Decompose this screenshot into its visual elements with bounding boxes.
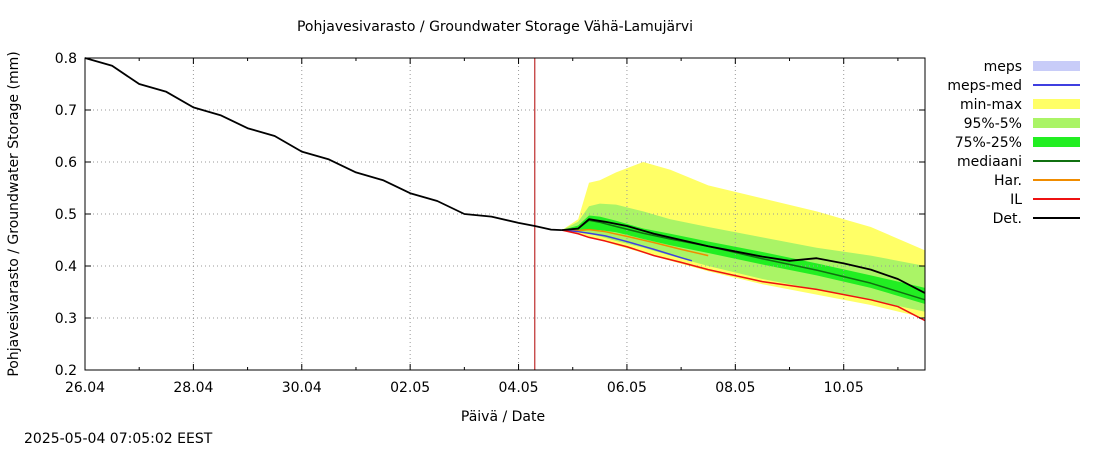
series-lines — [84, 57, 926, 370]
legend-swatch-min-max — [1033, 99, 1080, 109]
y-tick-label: 0.6 — [55, 155, 77, 171]
legend-swatch-95-5 — [1033, 118, 1080, 128]
series-il — [561, 229, 926, 322]
x-tick-label: 08.05 — [715, 380, 755, 396]
x-tick-label: 02.05 — [390, 380, 430, 396]
x-axis-label: Päivä / Date — [461, 409, 545, 425]
series-meps-med — [561, 229, 693, 262]
legend-label-75-25: 75%-25% — [955, 135, 1022, 151]
legend-swatch-75-25 — [1033, 137, 1080, 147]
legend-label-95-5: 95%-5% — [964, 116, 1022, 132]
legend-label-meps: meps — [984, 59, 1022, 75]
chart-title: Pohjavesivarasto / Groundwater Storage V… — [297, 19, 693, 35]
axis-ticks: 0.2 0.3 0.4 0.5 0.6 0.7 0.8 26.04 28.04 30.04 02.0… — [55, 51, 925, 396]
x-tick-label: 26.04 — [65, 380, 105, 396]
band-75-25 — [561, 215, 925, 304]
legend-label-meps-med: meps-med — [947, 78, 1022, 94]
x-tick-label: 10.05 — [824, 380, 864, 396]
series-det — [561, 218, 926, 294]
legend-label-il: IL — [1010, 192, 1022, 208]
x-tick-label: 28.04 — [173, 380, 213, 396]
y-tick-label: 0.8 — [55, 51, 77, 67]
legend-label-mediaani: mediaani — [957, 154, 1022, 170]
y-tick-label: 0.7 — [55, 103, 77, 119]
series-har — [561, 228, 709, 257]
grid-lines — [85, 58, 925, 370]
y-tick-label: 0.4 — [55, 259, 77, 275]
series-history — [84, 57, 562, 232]
x-tick-label: 06.05 — [607, 380, 647, 396]
x-tick-label: 04.05 — [499, 380, 539, 396]
legend-swatch-meps — [1033, 61, 1080, 71]
legend: meps meps-med min-max 95%-5% 75%-25% mediaani… — [947, 59, 1080, 227]
y-tick-label: 0.3 — [55, 311, 77, 327]
legend-label-har: Har. — [994, 173, 1022, 189]
x-tick-label: 30.04 — [282, 380, 322, 396]
timestamp: 2025-05-04 07:05:02 EEST — [24, 431, 213, 447]
y-axis-label: Pohjavesivarasto / Groundwater Storage (… — [6, 51, 22, 376]
forecast-bands — [561, 162, 925, 318]
y-tick-label: 0.2 — [55, 363, 77, 379]
y-tick-label: 0.5 — [55, 207, 77, 223]
legend-label-min-max: min-max — [960, 97, 1022, 113]
legend-label-det: Det. — [993, 211, 1022, 227]
